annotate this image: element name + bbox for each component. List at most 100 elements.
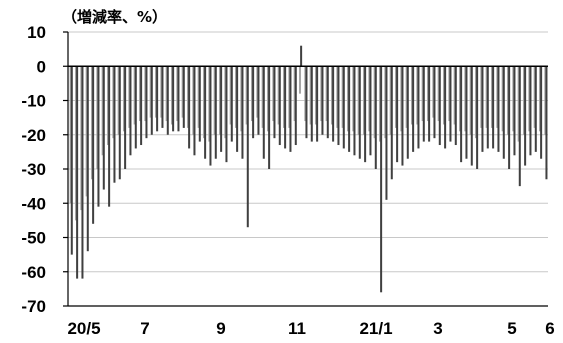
y-tick-label: -10 — [21, 92, 46, 111]
bar-light — [469, 66, 472, 135]
bar-light — [261, 66, 264, 128]
bar-dark — [321, 66, 324, 135]
bar-light — [474, 66, 478, 139]
bar-dark — [513, 66, 516, 156]
bar-light — [298, 66, 302, 94]
x-tick-label: 3 — [433, 319, 442, 338]
bar-dark — [369, 66, 372, 156]
bar-light — [128, 66, 131, 128]
bar-dark — [198, 66, 201, 142]
bar-dark — [348, 66, 351, 152]
bar-dark — [257, 66, 260, 135]
bar-dark — [412, 66, 415, 152]
bar-light — [341, 66, 344, 128]
y-axis-unit-label: （増減率、%） — [62, 8, 167, 26]
bar-dark — [188, 66, 191, 149]
bar-light — [266, 66, 270, 132]
bar-dark — [417, 66, 420, 149]
bar-dark — [300, 45, 303, 67]
bar-light — [528, 66, 531, 132]
bar-light — [448, 66, 451, 122]
bar-light — [480, 66, 483, 128]
bar-dark — [252, 66, 255, 139]
bar-light — [453, 66, 456, 125]
bar-light — [250, 66, 254, 122]
bar-dark — [353, 66, 356, 156]
bar-light — [373, 66, 376, 139]
bar-dark — [278, 66, 281, 146]
bar-dark — [86, 66, 89, 252]
bar-dark — [449, 66, 452, 142]
bar-dark — [524, 66, 527, 166]
bar-dark — [342, 66, 345, 149]
bar-light — [90, 66, 94, 180]
x-tick-label: 6 — [545, 319, 554, 338]
bar-dark — [465, 66, 468, 159]
bar-dark — [81, 66, 84, 279]
bar-dark — [284, 66, 287, 149]
bar-dark — [294, 66, 297, 146]
bar-light — [224, 66, 227, 139]
bar-dark — [502, 66, 505, 159]
bar-dark — [268, 66, 271, 169]
y-tick-label: 0 — [37, 57, 46, 76]
bar-light — [138, 66, 142, 122]
y-tick-label: 10 — [27, 23, 46, 42]
bar-dark — [545, 66, 548, 180]
bar-light — [517, 66, 520, 142]
bar-light — [165, 66, 168, 122]
bar-dark — [236, 66, 239, 152]
bar-light — [485, 66, 488, 128]
bar-light — [320, 66, 323, 122]
bar-dark — [204, 66, 207, 159]
bar-dark — [380, 66, 383, 293]
bar-dark — [337, 66, 340, 146]
bar-light — [368, 66, 371, 132]
bar-dark — [460, 66, 463, 163]
bar-dark — [166, 66, 169, 135]
bar-dark — [305, 66, 308, 139]
bar-light — [325, 66, 328, 122]
bar-dark — [364, 66, 367, 163]
y-tick-labels: 10 0 -10 -20 -30 -40 -50 -60 -70 — [21, 23, 46, 316]
bar-light — [400, 66, 403, 132]
bar-dark — [214, 66, 217, 159]
bar-dark — [209, 66, 212, 166]
y-tick-label: -30 — [21, 160, 46, 179]
bar-light — [416, 66, 419, 125]
bar-light — [538, 66, 542, 132]
bar-dark — [113, 66, 116, 183]
bar-light — [149, 66, 152, 118]
bar-light — [464, 66, 467, 132]
bar-light — [533, 66, 536, 128]
bar-light — [69, 66, 72, 204]
x-tick-label: 5 — [507, 319, 516, 338]
bar-dark — [246, 66, 249, 228]
bar-dark — [534, 66, 537, 152]
y-tick-label: -20 — [21, 126, 46, 145]
bar-light — [106, 66, 110, 146]
y-tick-label: -50 — [21, 229, 46, 248]
bar-light — [272, 66, 275, 122]
bar-light — [160, 66, 163, 118]
bar-dark — [230, 66, 233, 142]
y-tick-label: -70 — [21, 297, 46, 316]
bar-light — [522, 66, 526, 135]
bar-light — [506, 66, 510, 135]
bar-dark — [145, 66, 148, 139]
bar-light — [309, 66, 312, 125]
grid-lines — [68, 31, 548, 307]
axes — [63, 31, 548, 307]
bar-light — [133, 66, 136, 125]
bar-dark — [140, 66, 143, 146]
bar-light — [192, 66, 195, 135]
x-tick-label: 7 — [140, 319, 149, 338]
bar-dark — [102, 66, 105, 190]
bar-dark — [97, 66, 100, 207]
bar-light — [293, 66, 296, 122]
bar-dark — [150, 66, 153, 135]
bar-light — [181, 66, 184, 118]
x-tick-labels: 20/5 7 9 11 21/1 3 5 6 — [67, 319, 554, 338]
bar-light — [544, 66, 547, 135]
